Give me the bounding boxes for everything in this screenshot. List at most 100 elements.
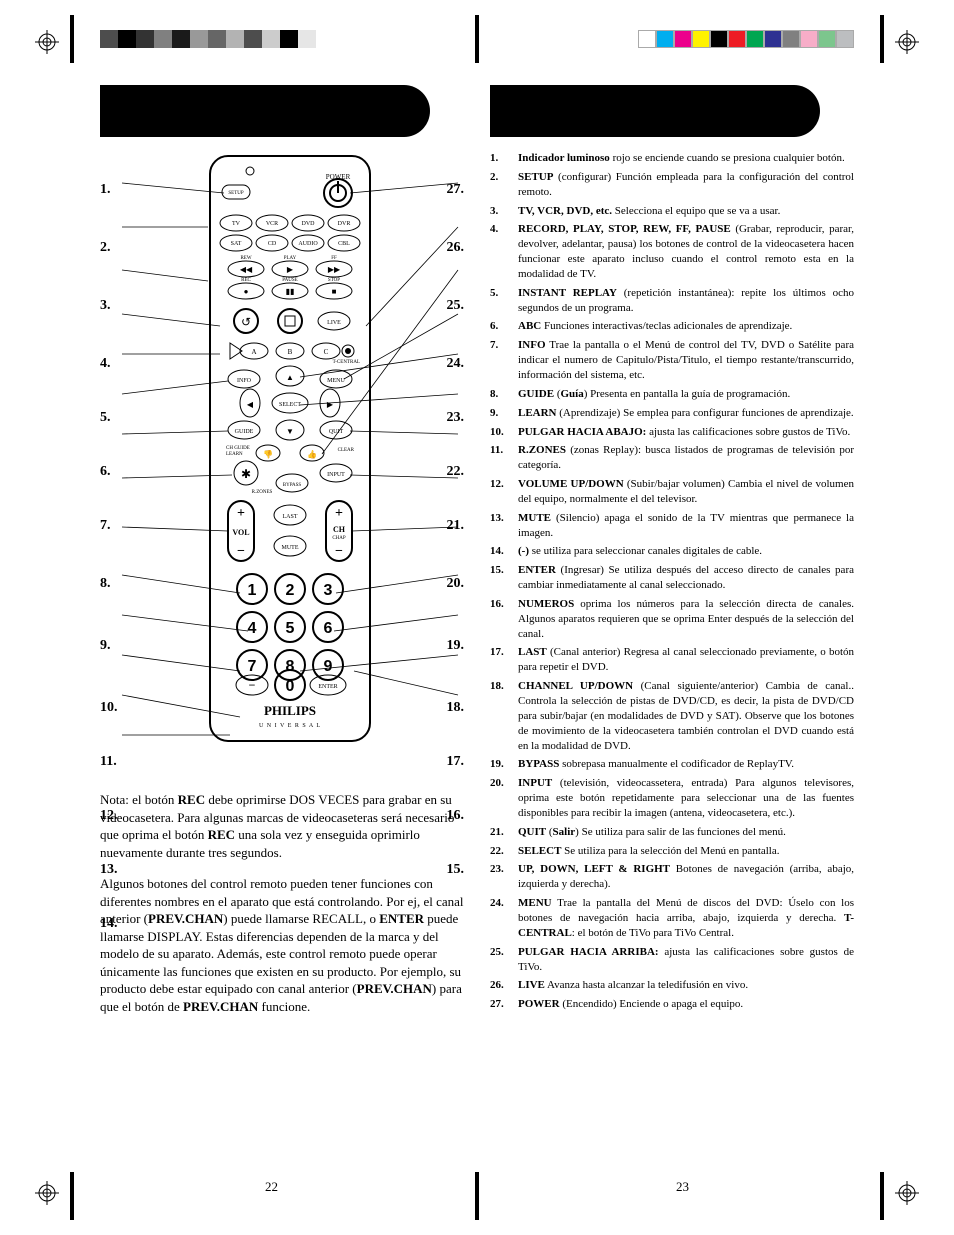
svg-text:SELECT: SELECT (279, 402, 301, 408)
note-paragraph-2: Algunos botones del control remoto puede… (100, 875, 464, 1015)
svg-text:▲: ▲ (286, 373, 294, 382)
callout-number: 17. (447, 755, 465, 769)
svg-text:LAST: LAST (283, 514, 298, 520)
callout-number: 8. (100, 577, 118, 591)
svg-text:5: 5 (286, 620, 295, 637)
description-item: 13.MUTE (Silencio) apaga el sonido de la… (490, 511, 854, 541)
svg-text:LEARN: LEARN (226, 452, 243, 457)
svg-text:DVR: DVR (338, 221, 351, 227)
svg-text:CD: CD (268, 241, 277, 247)
svg-text:👎: 👎 (263, 450, 273, 459)
callout-number: 27. (447, 183, 465, 197)
svg-text:●: ● (244, 287, 249, 296)
description-item: 8.GUIDE (Guía) Presenta en pantalla la g… (490, 387, 854, 402)
note-paragraph-1: Nota: el botón REC debe oprimirse DOS VE… (100, 791, 464, 861)
description-item: 4.RECORD, PLAY, STOP, REW, FF, PAUSE (Gr… (490, 222, 854, 281)
description-item: 16.NUMEROS oprima los números para la se… (490, 597, 854, 642)
description-item: 1.Indicador luminoso rojo se enciende cu… (490, 151, 854, 166)
svg-text:8: 8 (286, 658, 295, 675)
svg-text:INPUT: INPUT (327, 472, 345, 478)
svg-text:👍: 👍 (307, 449, 317, 459)
description-item: 20.INPUT (televisión, videocassetera, en… (490, 776, 854, 821)
svg-text:R.ZONES: R.ZONES (252, 490, 273, 495)
description-item: 3.TV, VCR, DVD, etc. Selecciona el equip… (490, 204, 854, 219)
svg-text:CHAP: CHAP (332, 536, 346, 541)
callout-number: 5. (100, 411, 118, 425)
description-item: 23.UP, DOWN, LEFT & RIGHT Botones de nav… (490, 862, 854, 892)
svg-text:QUIT: QUIT (329, 429, 344, 435)
registration-mark-icon (895, 30, 919, 54)
callout-number: 21. (447, 519, 465, 533)
callout-number: 4. (100, 357, 118, 371)
callout-number: 19. (447, 639, 465, 653)
callout-number: 7. (100, 519, 118, 533)
svg-text:CBL: CBL (338, 241, 350, 247)
svg-text:TV: TV (232, 221, 241, 227)
crop-mark (475, 15, 479, 63)
callout-number: 20. (447, 577, 465, 591)
remote-diagram: 1.2.3.4.5.6.7.8.9.10.11.12.13.14. 27.26.… (100, 151, 464, 791)
svg-text:◀: ◀ (247, 400, 254, 409)
svg-text:U N I V E R S A L: U N I V E R S A L (259, 723, 321, 729)
description-item: 14.(-) se utiliza para seleccionar canal… (490, 544, 854, 559)
description-item: 2.SETUP (configurar) Función empleada pa… (490, 170, 854, 200)
description-item: 21.QUIT (Salir) Se utiliza para salir de… (490, 825, 854, 840)
svg-text:VCR: VCR (266, 221, 278, 227)
description-item: 27.POWER (Encendido) Enciende o apaga el… (490, 997, 854, 1012)
callout-number: 26. (447, 241, 465, 255)
svg-text:▼: ▼ (286, 427, 294, 436)
description-item: 15.ENTER (Ingresar) Se utiliza después d… (490, 563, 854, 593)
svg-text:6: 6 (324, 620, 333, 637)
svg-text:FF: FF (331, 256, 337, 261)
two-page-columns: 1.2.3.4.5.6.7.8.9.10.11.12.13.14. 27.26.… (70, 75, 884, 1030)
callout-number: 3. (100, 299, 118, 313)
svg-text:−: − (249, 678, 256, 692)
crop-mark (70, 1172, 74, 1220)
description-item: 25.PULGAR HACIA ARRIBA: ajusta las calif… (490, 945, 854, 975)
callout-number: 11. (100, 755, 118, 769)
svg-text:CH GUIDE: CH GUIDE (226, 446, 250, 451)
svg-text:+: + (237, 506, 245, 521)
callout-number: 25. (447, 299, 465, 313)
description-item: 11.R.ZONES (zonas Replay): busca listado… (490, 443, 854, 473)
callout-number: 13. (100, 863, 118, 877)
print-color-bar-right (638, 30, 854, 48)
svg-text:■: ■ (332, 287, 337, 296)
svg-text:INFO: INFO (237, 378, 252, 384)
svg-text:DVD: DVD (302, 221, 316, 227)
svg-text:▶: ▶ (327, 400, 334, 409)
svg-text:ENTER: ENTER (318, 684, 337, 690)
svg-text:CLEAR: CLEAR (338, 448, 355, 453)
callout-number: 12. (100, 809, 118, 823)
svg-text:+: + (335, 506, 343, 521)
right-page: 1.Indicador luminoso rojo se enciende cu… (490, 75, 884, 1030)
svg-text:1: 1 (248, 582, 257, 599)
registration-mark-icon (895, 1181, 919, 1205)
registration-mark-icon (35, 1181, 59, 1205)
svg-text:4: 4 (248, 620, 257, 637)
description-item: 18.CHANNEL UP/DOWN (Canal siguiente/ante… (490, 679, 854, 753)
description-item: 26.LIVE Avanza hasta alcanzar la teledif… (490, 978, 854, 993)
svg-text:MENU: MENU (327, 378, 345, 384)
svg-text:REC: REC (241, 278, 251, 283)
callout-number: 18. (447, 701, 465, 715)
svg-text:3: 3 (324, 582, 333, 599)
callout-number: 22. (447, 465, 465, 479)
crop-mark (475, 1172, 479, 1220)
callout-number: 10. (100, 701, 118, 715)
svg-text:◀◀: ◀◀ (240, 265, 253, 274)
svg-text:CH: CH (333, 525, 346, 534)
description-item: 22.SELECT Se utiliza para la selección d… (490, 844, 854, 859)
page-spread: 1.2.3.4.5.6.7.8.9.10.11.12.13.14. 27.26.… (0, 0, 954, 1235)
remote-illustration: POWER SETUP TVVCRDVDDVR SATCDAUDIOCBL RE… (190, 151, 390, 771)
description-item: 10.PULGAR HACIA ABAJO: ajusta las califi… (490, 425, 854, 440)
description-item: 19.BYPASS sobrepasa manualmente el codif… (490, 757, 854, 772)
callout-number: 16. (447, 809, 465, 823)
svg-text:PHILIPS: PHILIPS (264, 703, 316, 718)
svg-text:SETUP: SETUP (228, 191, 244, 196)
svg-text:▶: ▶ (287, 265, 294, 274)
description-item: 5.INSTANT REPLAY (repetición instantánea… (490, 286, 854, 316)
description-item: 6.ABC Funciones interactivas/teclas adic… (490, 319, 854, 334)
svg-text:PLAY: PLAY (284, 256, 297, 261)
svg-text:↺: ↺ (241, 315, 251, 329)
